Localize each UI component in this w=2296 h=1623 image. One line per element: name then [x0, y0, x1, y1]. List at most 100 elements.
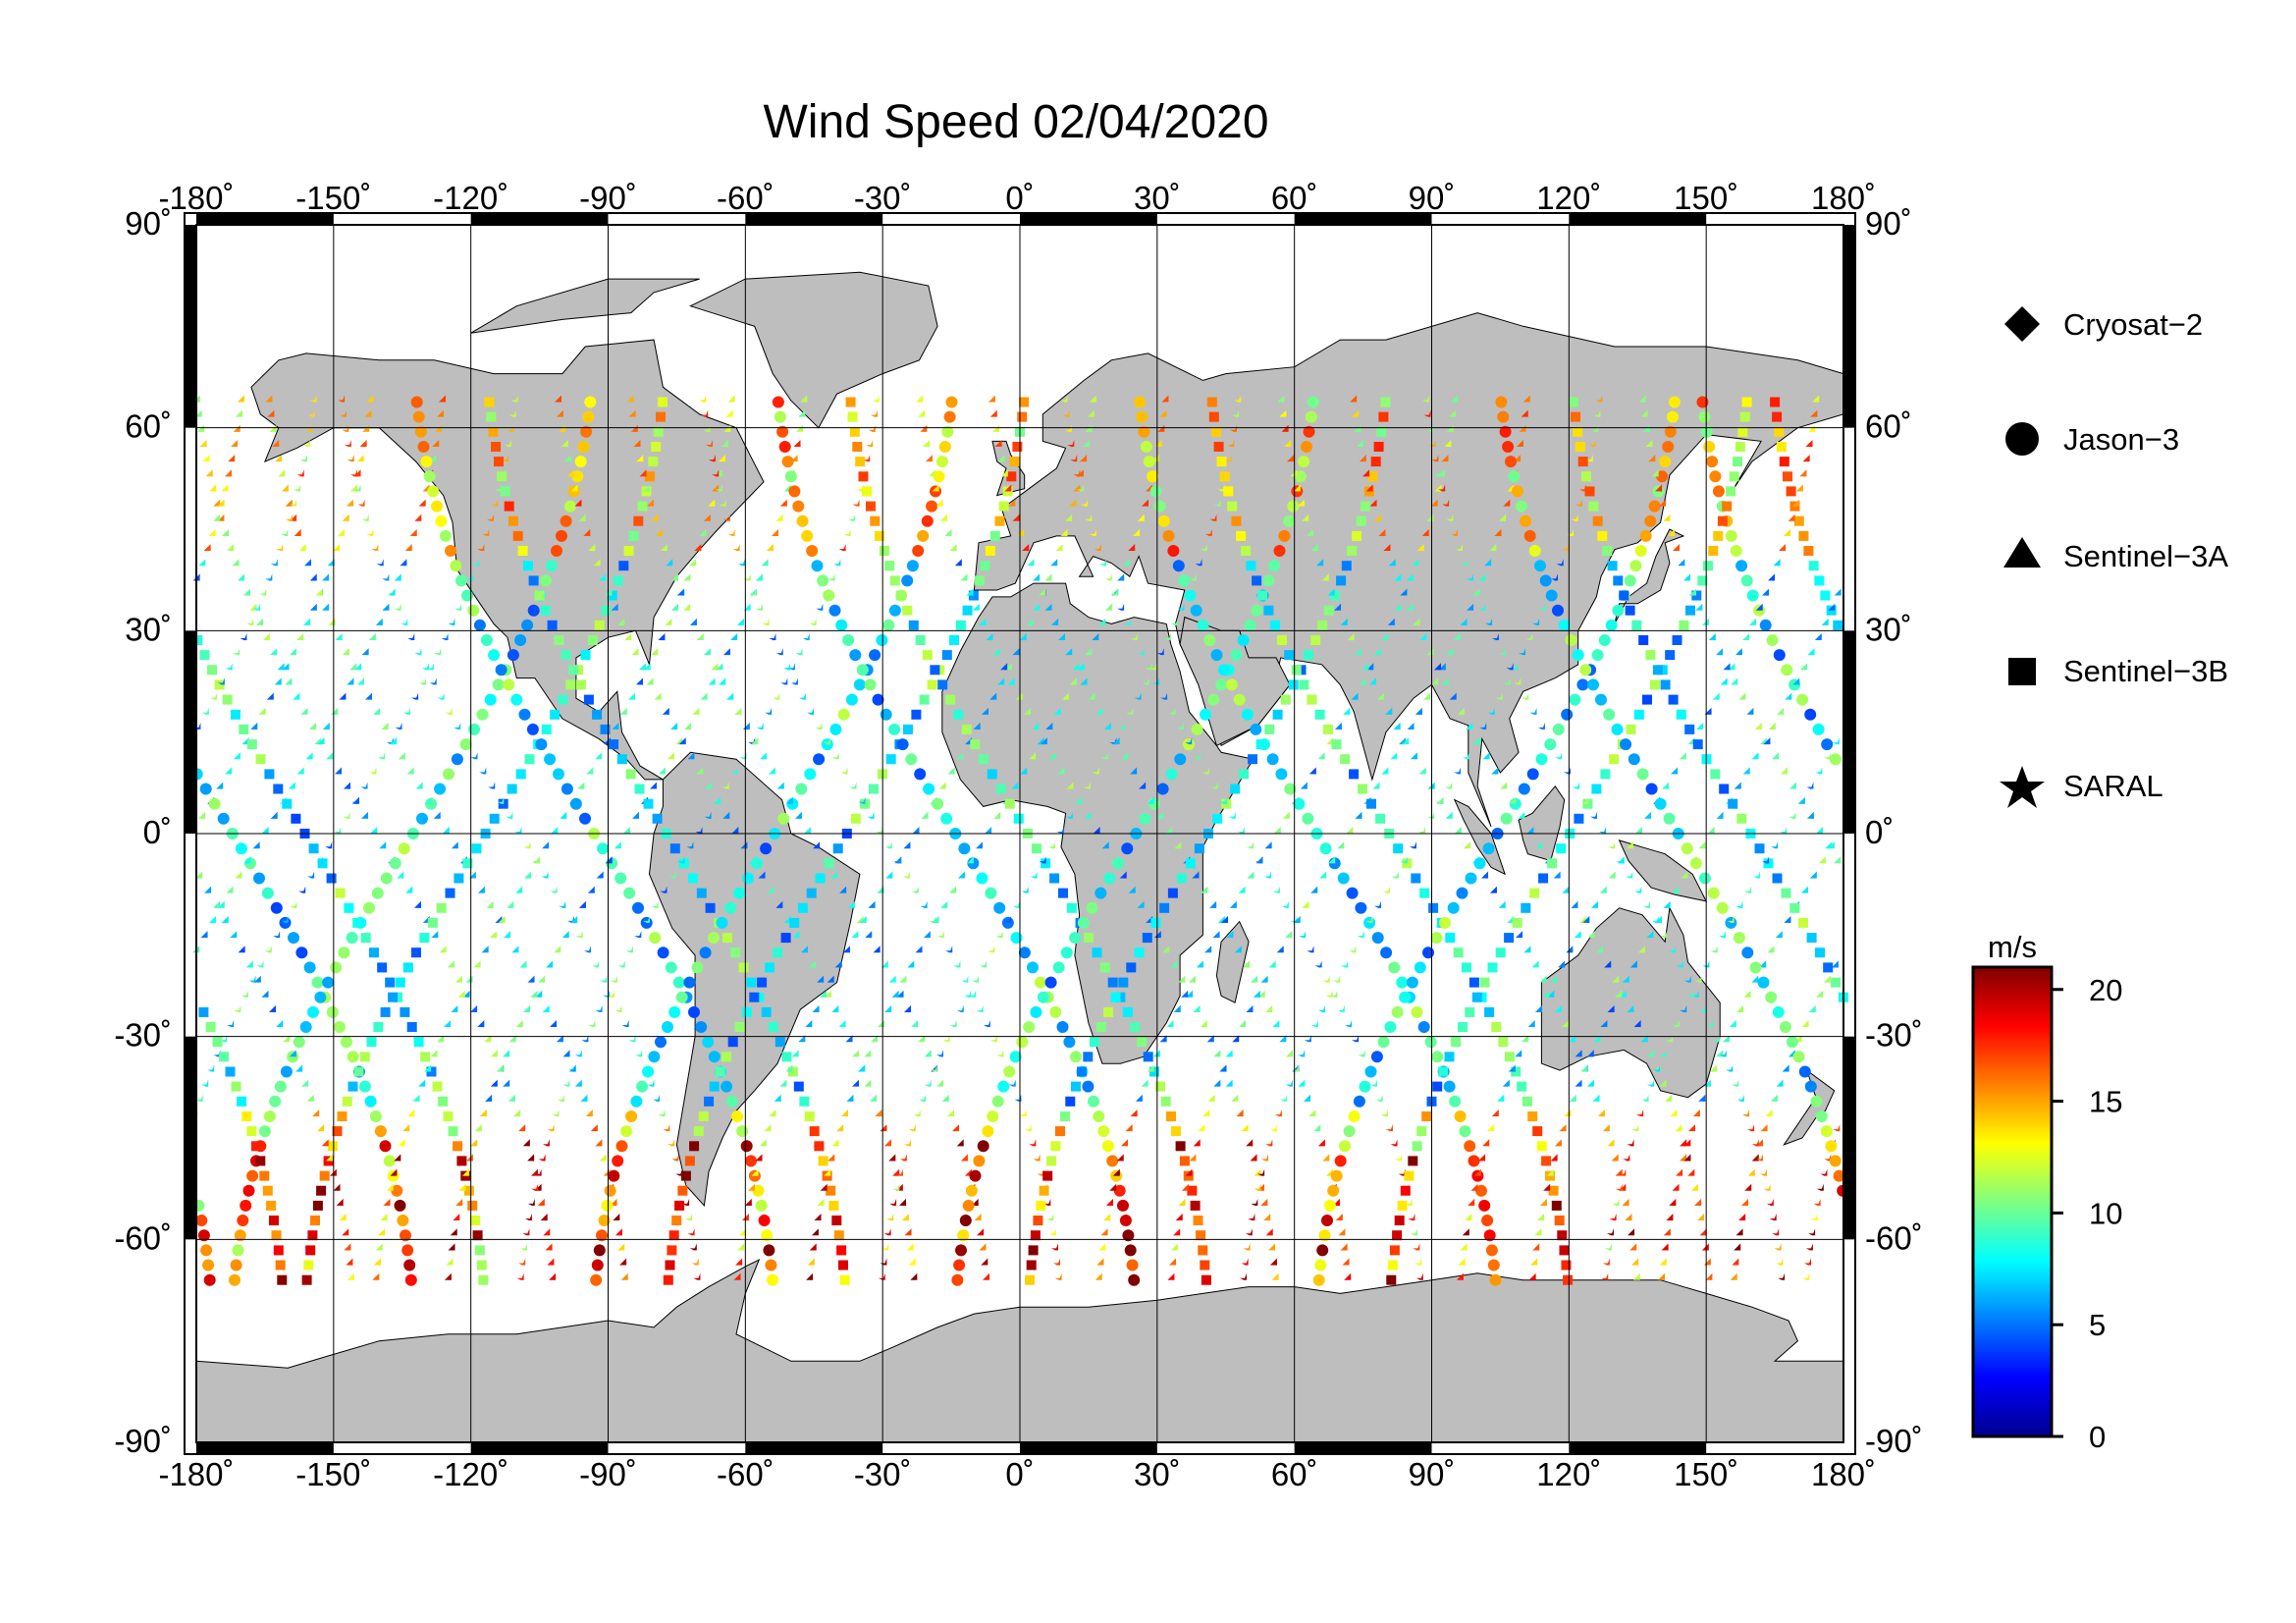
track-point	[1219, 471, 1230, 482]
track-point	[1498, 900, 1506, 908]
track-point	[1123, 618, 1131, 625]
lat-tick-label-right: -30˚	[1865, 1017, 1923, 1054]
track-point	[1464, 1140, 1476, 1153]
track-point	[381, 722, 389, 730]
track-point	[1713, 530, 1724, 541]
track-point	[1173, 1004, 1181, 1012]
track-point	[932, 484, 939, 492]
track-point	[445, 707, 453, 715]
track-point	[1321, 573, 1329, 581]
track-point	[638, 663, 646, 671]
track-point	[204, 886, 212, 893]
track-point	[1453, 633, 1461, 641]
track-point	[1391, 1005, 1404, 1018]
track-point	[240, 1199, 252, 1212]
track-point	[1137, 900, 1145, 908]
track-point	[1516, 440, 1523, 448]
track-point	[269, 424, 277, 432]
track-point	[1478, 1154, 1486, 1162]
track-point	[683, 603, 691, 611]
track-point	[538, 975, 546, 983]
track-point	[213, 514, 221, 521]
track-point	[243, 856, 251, 864]
track-point	[237, 395, 244, 403]
track-point	[524, 1214, 532, 1221]
track-point	[1419, 633, 1427, 641]
track-point	[1461, 559, 1468, 567]
track-point	[761, 1006, 772, 1017]
track-point	[1430, 499, 1438, 507]
track-point	[209, 484, 217, 492]
track-point	[1751, 975, 1759, 983]
track-point	[511, 946, 519, 953]
track-point	[617, 618, 625, 625]
track-point	[1663, 514, 1671, 521]
track-point	[868, 900, 876, 908]
track-point	[1032, 722, 1040, 730]
track-point	[1602, 1124, 1610, 1132]
track-point	[799, 1096, 810, 1107]
track-point	[554, 946, 561, 953]
track-point	[1181, 1183, 1189, 1191]
track-point	[1393, 843, 1404, 854]
track-point	[500, 486, 510, 497]
track-point	[1563, 1274, 1574, 1285]
track-point	[263, 1110, 276, 1122]
track-point	[716, 916, 728, 929]
track-point	[1317, 620, 1328, 630]
track-point	[685, 1214, 693, 1221]
track-point	[462, 858, 473, 869]
track-point	[742, 872, 754, 885]
track-point	[1362, 469, 1370, 477]
track-point	[554, 635, 564, 645]
track-point	[411, 947, 421, 958]
track-point	[1416, 1126, 1427, 1137]
track-point	[814, 1141, 825, 1152]
track-point	[628, 530, 639, 541]
track-point	[1050, 1141, 1061, 1152]
track-point	[1380, 397, 1391, 407]
track-point	[1130, 1109, 1138, 1117]
track-point	[1654, 797, 1667, 810]
track-point	[888, 723, 901, 735]
track-point	[306, 1094, 314, 1102]
track-point	[1662, 441, 1675, 453]
track-point	[880, 1258, 887, 1266]
track-point	[322, 603, 330, 611]
track-point	[353, 1066, 364, 1077]
track-point	[985, 887, 997, 899]
track-point	[856, 664, 869, 676]
track-point	[1636, 1109, 1644, 1117]
track-point	[238, 946, 245, 953]
track-point	[386, 1183, 394, 1191]
track-point	[1367, 471, 1378, 482]
track-point	[1569, 693, 1581, 706]
track-point	[1104, 573, 1112, 581]
track-point	[695, 1021, 708, 1033]
track-point	[1073, 469, 1081, 477]
track-point	[962, 605, 973, 616]
track-point	[1302, 812, 1314, 825]
track-point	[668, 1005, 681, 1018]
track-point	[545, 1243, 553, 1251]
track-point	[1387, 618, 1395, 625]
track-point	[1416, 544, 1424, 552]
track-point	[1139, 782, 1147, 789]
track-point	[274, 1080, 287, 1093]
track-point	[562, 1050, 570, 1057]
track-point	[1402, 737, 1410, 745]
track-point	[1773, 649, 1786, 662]
track-point	[705, 902, 716, 913]
track-point	[1461, 962, 1471, 973]
track-point	[1424, 1036, 1437, 1049]
track-point	[756, 722, 764, 730]
track-point	[705, 782, 713, 789]
track-point	[1080, 455, 1088, 462]
track-point	[1415, 1272, 1423, 1280]
track-point	[1354, 424, 1362, 432]
track-point	[1736, 813, 1747, 824]
track-point	[1708, 546, 1719, 556]
track-point	[1774, 1243, 1782, 1251]
track-point	[312, 1109, 320, 1117]
track-point	[1441, 677, 1449, 685]
